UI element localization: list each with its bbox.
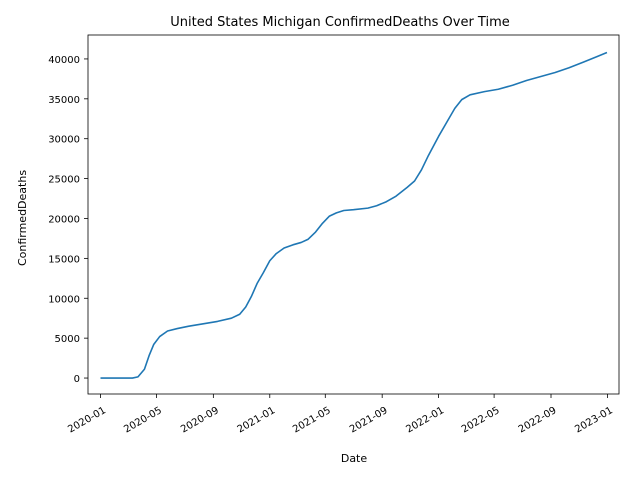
x-tick-label: 2020-09 bbox=[179, 405, 221, 435]
y-tick-label: 25000 bbox=[48, 175, 80, 186]
x-tick-label: 2021-09 bbox=[348, 405, 390, 435]
axes-frame bbox=[87, 34, 620, 395]
y-tick-label: 40000 bbox=[48, 55, 80, 66]
x-tick-label: 2021-05 bbox=[291, 405, 333, 435]
y-tick-label: 5000 bbox=[55, 334, 80, 345]
y-tick-label: 30000 bbox=[48, 135, 80, 146]
chart-title: United States Michigan ConfirmedDeaths O… bbox=[170, 15, 510, 30]
plot-area: 0 5000 10000 15000 20000 25000 30000 35000 40000… bbox=[48, 34, 620, 435]
x-tick-label: 2023-01 bbox=[573, 405, 615, 435]
series-line-0 bbox=[100, 51, 608, 379]
y-tick-label: 15000 bbox=[48, 254, 80, 265]
x-axis-label: Date bbox=[341, 452, 368, 465]
y-tick-label: 20000 bbox=[48, 214, 80, 225]
x-tick-label: 2022-09 bbox=[517, 405, 559, 435]
x-tick-label: 2021-01 bbox=[236, 405, 278, 435]
x-tick-label: 2020-01 bbox=[66, 405, 108, 435]
x-tick-label: 2022-05 bbox=[460, 405, 502, 435]
y-axis-label: ConfirmedDeaths bbox=[16, 170, 29, 266]
y-tick-label: 0 bbox=[74, 374, 80, 385]
y-tick-label: 35000 bbox=[48, 95, 80, 106]
y-tick-label: 10000 bbox=[48, 294, 80, 305]
x-tick-label: 2022-01 bbox=[404, 405, 446, 435]
x-tick-label: 2020-05 bbox=[122, 405, 164, 435]
